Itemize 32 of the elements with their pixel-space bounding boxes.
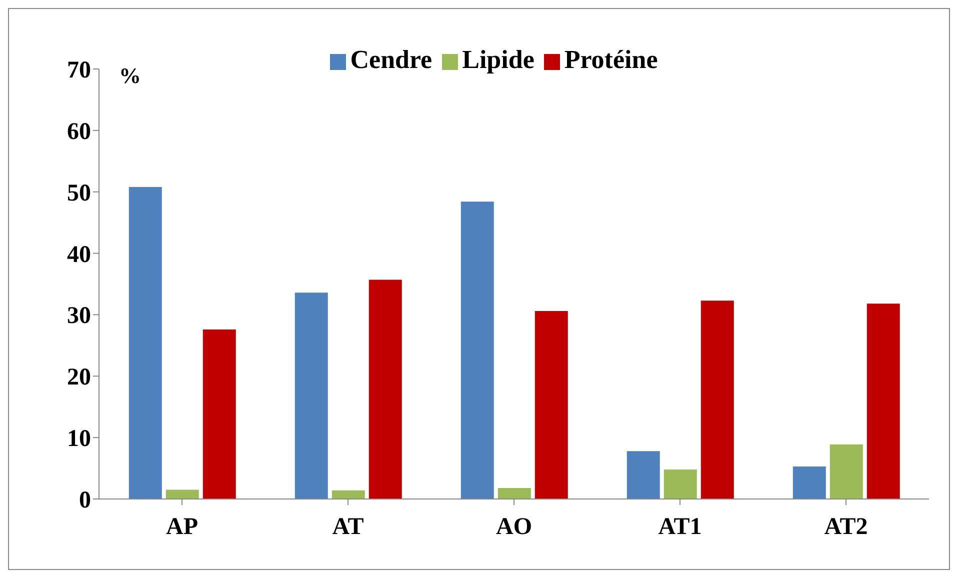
bar <box>700 300 734 499</box>
y-axis-title: % <box>119 63 141 88</box>
bar <box>128 186 162 499</box>
y-tick-label: 20 <box>67 364 91 391</box>
y-tick-label: 0 <box>79 488 91 514</box>
y-tick-label: 40 <box>67 242 91 268</box>
x-tick-label: AO <box>496 514 532 540</box>
bar <box>498 488 531 499</box>
y-tick-label: 10 <box>67 426 91 452</box>
bar <box>866 304 900 499</box>
bar <box>332 490 365 499</box>
bar <box>534 311 568 499</box>
y-tick-label: 30 <box>67 303 91 330</box>
legend-label: Lipide <box>462 45 534 74</box>
x-tick-label: AT <box>332 514 364 540</box>
legend-label: Cendre <box>350 45 432 74</box>
bar <box>368 280 402 499</box>
bar <box>460 202 494 499</box>
bar <box>202 329 236 499</box>
y-tick-label: 70 <box>67 58 91 84</box>
x-tick-label: AP <box>166 514 198 540</box>
bar <box>626 451 660 499</box>
bar <box>294 292 328 499</box>
bar <box>664 470 697 499</box>
bar <box>792 466 826 499</box>
legend-label: Protéine <box>564 45 658 74</box>
bar <box>166 490 199 499</box>
x-tick-label: AT2 <box>824 514 868 540</box>
bar <box>830 444 863 499</box>
y-tick-label: 60 <box>67 118 91 145</box>
y-tick-label: 50 <box>67 180 91 206</box>
x-tick-label: AT1 <box>658 514 702 540</box>
